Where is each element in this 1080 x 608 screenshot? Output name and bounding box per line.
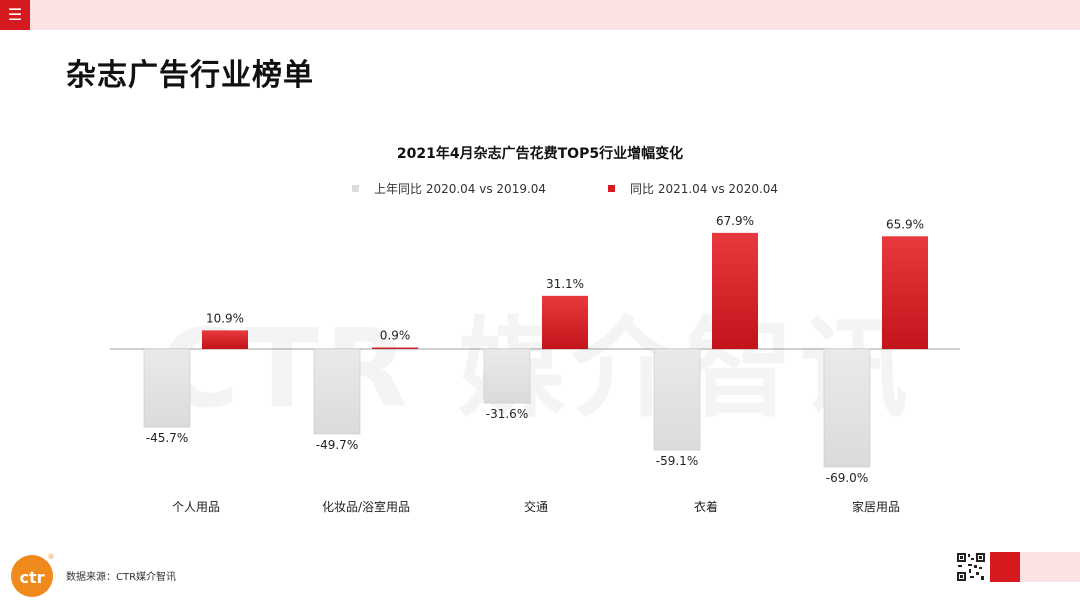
bar-s0-1 [313,348,361,435]
qr-code[interactable] [956,552,986,582]
bar-s0-3 [653,348,701,451]
bar-s1-0 [202,330,248,349]
bar-s1-4 [882,236,928,349]
bar-s1-1 [372,347,418,349]
bar-s1-2 [542,295,588,349]
category-label-0: 个人用品 [172,500,220,514]
data-label-s1-2: 31.1% [546,277,584,291]
category-label-3: 衣着 [694,499,718,514]
menu-icon[interactable]: ☰ [0,0,30,30]
category-label-2: 交通 [524,499,548,514]
data-label-s1-4: 65.9% [886,217,924,231]
data-label-s1-3: 67.9% [716,214,754,228]
bar-s0-2 [483,348,531,404]
data-label-s1-1: 0.9% [380,328,411,342]
legend-label-0: 上年同比 2020.04 vs 2019.04 [374,182,546,196]
data-label-s0-0: -45.7% [146,431,188,445]
corner-block-red [990,552,1020,582]
data-label-s1-0: 10.9% [206,311,244,325]
data-label-s0-4: -69.0% [826,471,868,485]
legend-label-1: 同比 2021.04 vs 2020.04 [630,182,778,196]
bar-s0-4 [823,348,871,468]
bar-s0-0 [143,348,191,428]
corner-block-pink [1020,552,1080,582]
svg-text:®: ® [48,553,55,561]
page-title: 杂志广告行业榜单 [66,58,314,93]
category-label-4: 家居用品 [852,499,900,514]
watermark: CTR 媒介智讯 [160,282,914,438]
bar-s1-3 [712,232,758,349]
ctr-logo: ctr ® [11,553,55,597]
svg-text:ctr: ctr [19,568,44,587]
top-band [0,0,1080,30]
data-label-s0-3: -59.1% [656,454,698,468]
data-source: 数据来源：CTR媒介智讯 [66,572,177,583]
data-label-s0-1: -49.7% [316,438,358,452]
chart-title: 2021年4月杂志广告花费TOP5行业增幅变化 [397,145,683,162]
legend-swatch-0 [352,185,359,192]
data-label-s0-2: -31.6% [486,407,528,421]
legend-swatch-1 [608,185,615,192]
category-label-1: 化妆品/浴室用品 [322,499,410,514]
